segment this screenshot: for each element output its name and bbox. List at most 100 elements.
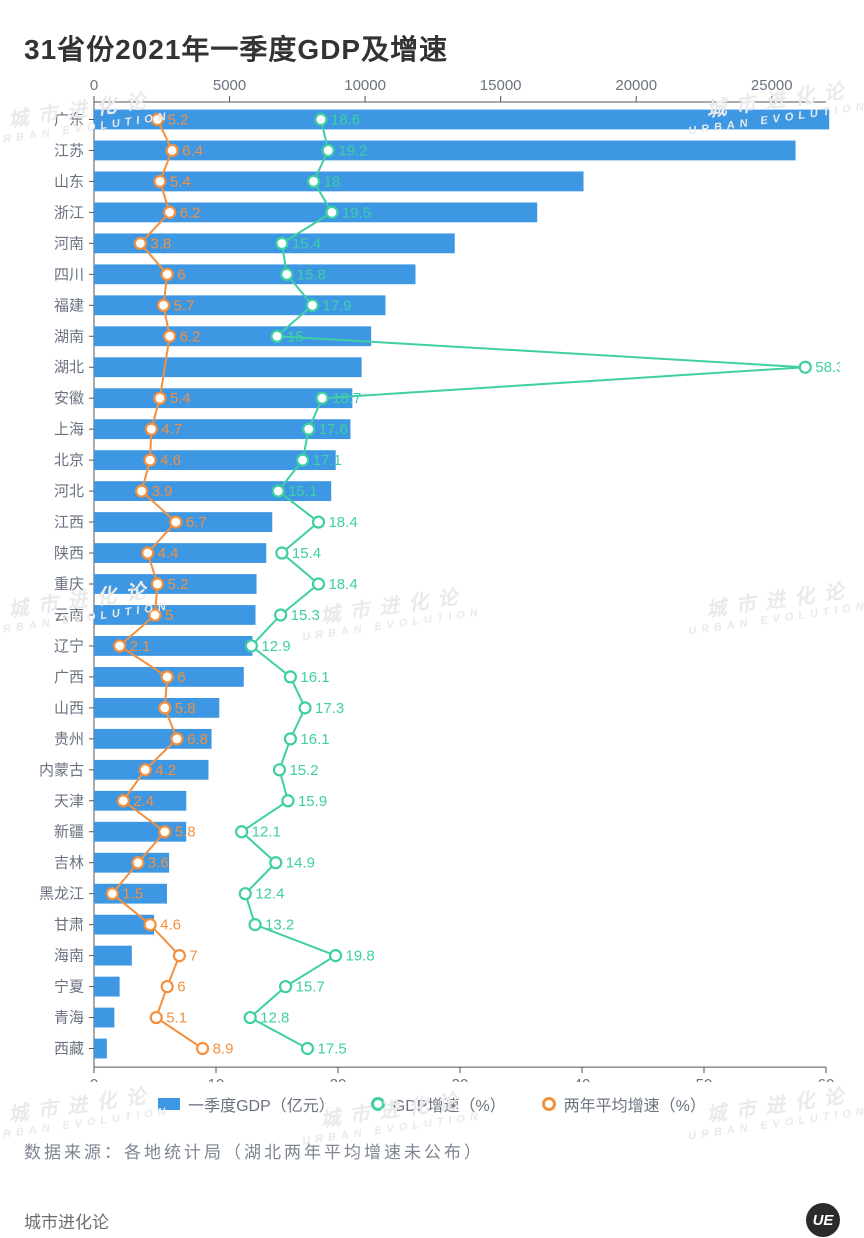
brand-name: 城市进化论 <box>24 1208 109 1233</box>
svg-text:0: 0 <box>90 77 98 94</box>
svg-text:17.9: 17.9 <box>322 297 351 314</box>
svg-text:58.3: 58.3 <box>815 359 840 376</box>
svg-text:黑龙江: 黑龙江 <box>39 886 84 903</box>
svg-text:青海: 青海 <box>54 1010 84 1027</box>
svg-text:云南: 云南 <box>54 607 84 624</box>
svg-text:广东: 广东 <box>54 111 84 128</box>
svg-text:17.5: 17.5 <box>318 1041 347 1058</box>
svg-text:福建: 福建 <box>54 297 84 314</box>
svg-text:20000: 20000 <box>615 77 657 94</box>
svg-text:18.4: 18.4 <box>328 576 357 593</box>
svg-text:4.6: 4.6 <box>160 452 181 469</box>
svg-text:6.2: 6.2 <box>180 204 201 221</box>
svg-text:15.8: 15.8 <box>297 266 326 283</box>
svg-text:2.1: 2.1 <box>130 638 151 655</box>
svg-text:12.9: 12.9 <box>261 638 290 655</box>
svg-text:4.6: 4.6 <box>160 917 181 934</box>
growth-swatch-icon <box>371 1097 385 1111</box>
svg-text:北京: 北京 <box>54 452 84 469</box>
legend-item-two-year: 两年平均增速（%） <box>542 1092 706 1116</box>
svg-text:江西: 江西 <box>54 514 84 531</box>
svg-text:15.3: 15.3 <box>291 607 320 624</box>
legend-item-growth: GDP增速（%） <box>371 1092 506 1116</box>
svg-text:山东: 山东 <box>54 173 84 190</box>
svg-text:陕西: 陕西 <box>54 545 84 562</box>
svg-text:吉林: 吉林 <box>54 855 84 872</box>
svg-text:3.6: 3.6 <box>148 855 169 872</box>
svg-text:15: 15 <box>287 328 304 345</box>
svg-text:16.1: 16.1 <box>300 731 329 748</box>
svg-text:5.4: 5.4 <box>170 173 191 190</box>
svg-text:西藏: 西藏 <box>54 1041 84 1058</box>
gdp-chart: 05000100001500020000250000102030405060广东… <box>24 72 840 1082</box>
svg-text:天津: 天津 <box>54 793 84 810</box>
svg-text:贵州: 贵州 <box>54 731 84 748</box>
svg-text:18: 18 <box>324 173 341 190</box>
svg-text:湖南: 湖南 <box>54 328 84 345</box>
svg-text:6: 6 <box>177 669 185 686</box>
svg-text:新疆: 新疆 <box>54 824 84 841</box>
svg-text:60: 60 <box>818 1076 835 1082</box>
svg-text:4.4: 4.4 <box>158 545 179 562</box>
svg-text:5.7: 5.7 <box>174 297 195 314</box>
svg-text:15.2: 15.2 <box>289 762 318 779</box>
two-year-swatch-icon <box>542 1097 556 1111</box>
svg-text:0: 0 <box>90 1076 98 1082</box>
svg-text:四川: 四川 <box>54 266 84 283</box>
svg-text:河南: 河南 <box>54 235 84 252</box>
svg-text:4.7: 4.7 <box>161 421 182 438</box>
legend-label: GDP增速（%） <box>393 1092 506 1116</box>
svg-text:5.2: 5.2 <box>167 576 188 593</box>
svg-text:重庆: 重庆 <box>54 576 84 593</box>
svg-text:15.7: 15.7 <box>296 979 325 996</box>
svg-text:5.8: 5.8 <box>175 824 196 841</box>
svg-text:2.4: 2.4 <box>133 793 154 810</box>
svg-text:14.9: 14.9 <box>286 855 315 872</box>
svg-text:海南: 海南 <box>54 948 84 965</box>
svg-text:40: 40 <box>574 1076 591 1082</box>
legend-label: 一季度GDP（亿元） <box>188 1092 335 1116</box>
svg-text:13.2: 13.2 <box>265 917 294 934</box>
svg-text:3.9: 3.9 <box>152 483 173 500</box>
svg-text:5.4: 5.4 <box>170 390 191 407</box>
svg-text:12.1: 12.1 <box>252 824 281 841</box>
svg-text:5.1: 5.1 <box>166 1010 187 1027</box>
svg-text:6.2: 6.2 <box>180 328 201 345</box>
svg-text:19.5: 19.5 <box>342 204 371 221</box>
svg-text:17.3: 17.3 <box>315 700 344 717</box>
svg-text:19.8: 19.8 <box>346 948 375 965</box>
svg-text:17.6: 17.6 <box>319 421 348 438</box>
svg-text:宁夏: 宁夏 <box>54 979 84 996</box>
svg-text:18.6: 18.6 <box>331 111 360 128</box>
svg-text:12.4: 12.4 <box>255 886 284 903</box>
svg-text:15000: 15000 <box>480 77 522 94</box>
svg-text:安徽: 安徽 <box>54 390 84 407</box>
svg-text:6.8: 6.8 <box>187 731 208 748</box>
svg-text:20: 20 <box>330 1076 347 1082</box>
svg-text:5000: 5000 <box>213 77 246 94</box>
svg-text:浙江: 浙江 <box>54 204 84 221</box>
svg-text:30: 30 <box>452 1076 469 1082</box>
svg-text:7: 7 <box>189 948 197 965</box>
svg-text:19.2: 19.2 <box>338 142 367 159</box>
svg-text:17.1: 17.1 <box>313 452 342 469</box>
svg-text:5.2: 5.2 <box>167 111 188 128</box>
svg-text:6.4: 6.4 <box>182 142 203 159</box>
svg-text:内蒙古: 内蒙古 <box>39 762 84 779</box>
legend-label: 两年平均增速（%） <box>564 1092 706 1116</box>
svg-text:15.4: 15.4 <box>292 545 321 562</box>
svg-text:25000: 25000 <box>751 77 793 94</box>
svg-text:辽宁: 辽宁 <box>54 638 84 655</box>
svg-text:18.7: 18.7 <box>332 390 361 407</box>
page-title: 31省份2021年一季度GDP及增速 <box>24 28 840 68</box>
legend-item-bar: 一季度GDP（亿元） <box>158 1092 335 1116</box>
svg-text:山西: 山西 <box>54 700 84 717</box>
svg-text:8.9: 8.9 <box>213 1041 234 1058</box>
svg-text:1.5: 1.5 <box>122 886 143 903</box>
svg-text:甘肃: 甘肃 <box>54 917 84 934</box>
svg-text:广西: 广西 <box>54 669 84 686</box>
svg-text:上海: 上海 <box>54 421 84 438</box>
svg-text:4.2: 4.2 <box>155 762 176 779</box>
svg-text:18.4: 18.4 <box>328 514 357 531</box>
svg-text:6: 6 <box>177 979 185 996</box>
